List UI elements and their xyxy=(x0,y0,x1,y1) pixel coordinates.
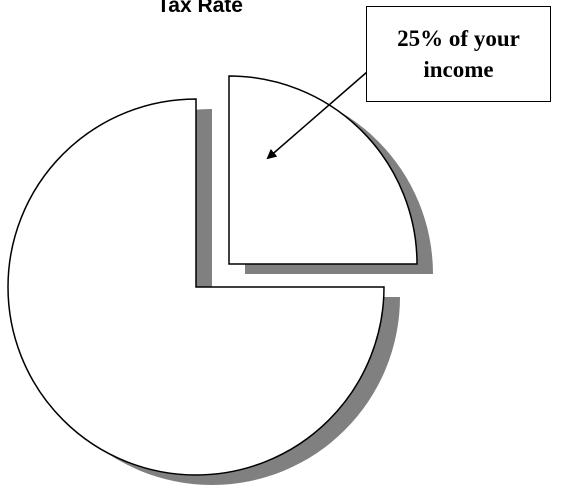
callout-box: 25% of your income xyxy=(366,6,551,102)
callout-arrow xyxy=(266,71,368,160)
pie-slice-0 xyxy=(228,75,418,265)
callout-line-2: income xyxy=(423,57,494,82)
callout-line-1: 25% of your xyxy=(397,26,520,51)
pie-slice-1 xyxy=(7,98,385,476)
chart-title: Tax Rate xyxy=(157,0,243,17)
callout-text: 25% of your income xyxy=(397,23,520,85)
